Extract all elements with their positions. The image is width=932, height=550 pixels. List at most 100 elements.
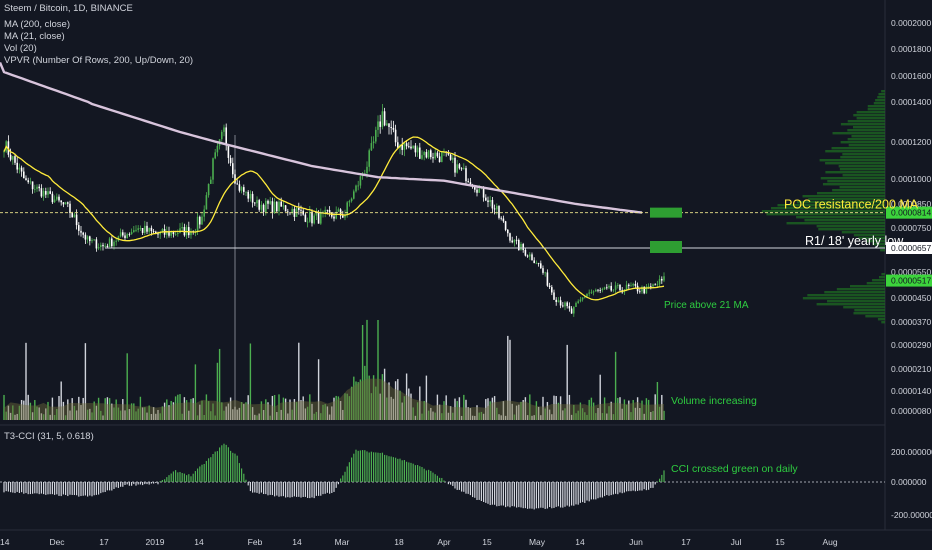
candle-body (381, 111, 384, 127)
cci-bar (274, 482, 276, 497)
cci-bar (397, 458, 399, 482)
volume-bar (122, 399, 124, 420)
volume-bar (71, 398, 73, 420)
cci-bar (300, 482, 302, 498)
volume-bar (337, 396, 340, 420)
cci-tick-label: 200.000000 (891, 447, 932, 457)
volume-bar (100, 410, 102, 420)
volume-bar (23, 400, 25, 420)
cci-bar (500, 482, 502, 506)
volume-bar (515, 405, 518, 420)
volume-bar (148, 405, 150, 420)
cci-bar (366, 451, 368, 482)
candle-body (579, 299, 582, 302)
volume-bar (298, 342, 300, 420)
volume-bar (581, 408, 584, 420)
candle-body (359, 176, 362, 186)
cci-bar (87, 482, 89, 497)
cci-bar (243, 473, 245, 482)
candle-body (141, 228, 144, 233)
volume-bar (405, 373, 408, 420)
cci-bar (410, 462, 412, 482)
cci-bar (617, 482, 619, 495)
volume-bar (18, 405, 21, 420)
volume-bar (155, 413, 157, 420)
legend-cci[interactable]: T3-CCI (31, 5, 0.618) (4, 431, 94, 442)
cci-bar (549, 482, 551, 507)
legend-vpvr[interactable]: VPVR (Number Of Rows, 200, Up/Down, 20) (4, 55, 194, 66)
cci-bar (348, 462, 350, 482)
volume-bar (161, 406, 164, 420)
cci-bar (124, 482, 126, 485)
cci-bar (452, 482, 454, 487)
candle-body (181, 227, 183, 229)
cci-bar (232, 452, 234, 482)
candle-body (12, 156, 14, 160)
legend-ma21[interactable]: MA (21, close) (4, 31, 65, 42)
candle-body (210, 179, 212, 184)
cci-bar (434, 474, 436, 482)
volume-bar (419, 386, 421, 420)
cci-bar (430, 470, 432, 482)
cci-bar (80, 482, 82, 497)
time-tick-label: 14 (292, 537, 302, 547)
candle-body (111, 238, 113, 247)
volume-bar (227, 403, 230, 420)
volume-bar (168, 405, 170, 420)
candle-body (397, 142, 399, 148)
candle-body (641, 286, 643, 292)
cci-bar (639, 482, 641, 491)
volume-bar (280, 409, 282, 420)
cci-bar (315, 482, 317, 496)
time-tick-label: Aug (822, 537, 837, 547)
candle-body (71, 212, 73, 218)
candle-body (647, 286, 650, 288)
vpvr-row (840, 123, 885, 126)
candle-body (20, 167, 23, 172)
cci-bar (428, 469, 430, 482)
candle-body (284, 205, 287, 212)
volume-bar (579, 402, 582, 420)
cci-bar (480, 482, 482, 502)
volume-bar (240, 402, 243, 420)
cci-bar (476, 482, 478, 501)
volume-bar (414, 415, 417, 420)
volume-bar (500, 415, 502, 420)
vpvr-row (877, 96, 885, 99)
volume-bar (427, 410, 430, 420)
cci-bar (527, 482, 529, 509)
cci-bar (384, 454, 386, 482)
price-tick-label: 0.0000210 (891, 364, 931, 374)
cci-bar (606, 482, 608, 496)
volume-bar (192, 398, 194, 420)
legend-vol[interactable]: Vol (20) (4, 43, 37, 54)
volume-bar (526, 415, 529, 420)
candle-body (350, 198, 353, 202)
volume-bar (273, 395, 276, 420)
volume-bar (359, 379, 362, 420)
cci-bar (487, 482, 489, 504)
candle-body (390, 126, 392, 128)
cci-bar (56, 482, 58, 495)
candle-body (476, 189, 478, 193)
cci-bar (194, 471, 196, 482)
candle-body (97, 247, 100, 249)
candle-body (58, 196, 60, 201)
volume-bar (251, 407, 254, 420)
cci-bar (183, 473, 185, 482)
volume-bar (258, 413, 260, 420)
volume-bar (570, 414, 573, 420)
cci-bar (524, 482, 526, 509)
volume-bar (335, 395, 337, 420)
candle-body (34, 189, 36, 190)
annotation-cci: CCI crossed green on daily (671, 463, 798, 475)
legend-ma200[interactable]: MA (200, close) (4, 19, 70, 30)
cci-bar (271, 482, 273, 496)
cci-bar (584, 482, 586, 503)
candle-body (403, 143, 406, 150)
volume-bar (588, 399, 590, 420)
cci-bar (379, 452, 381, 482)
candle-body (267, 200, 269, 204)
volume-bar (522, 400, 524, 420)
volume-bar (577, 410, 579, 420)
